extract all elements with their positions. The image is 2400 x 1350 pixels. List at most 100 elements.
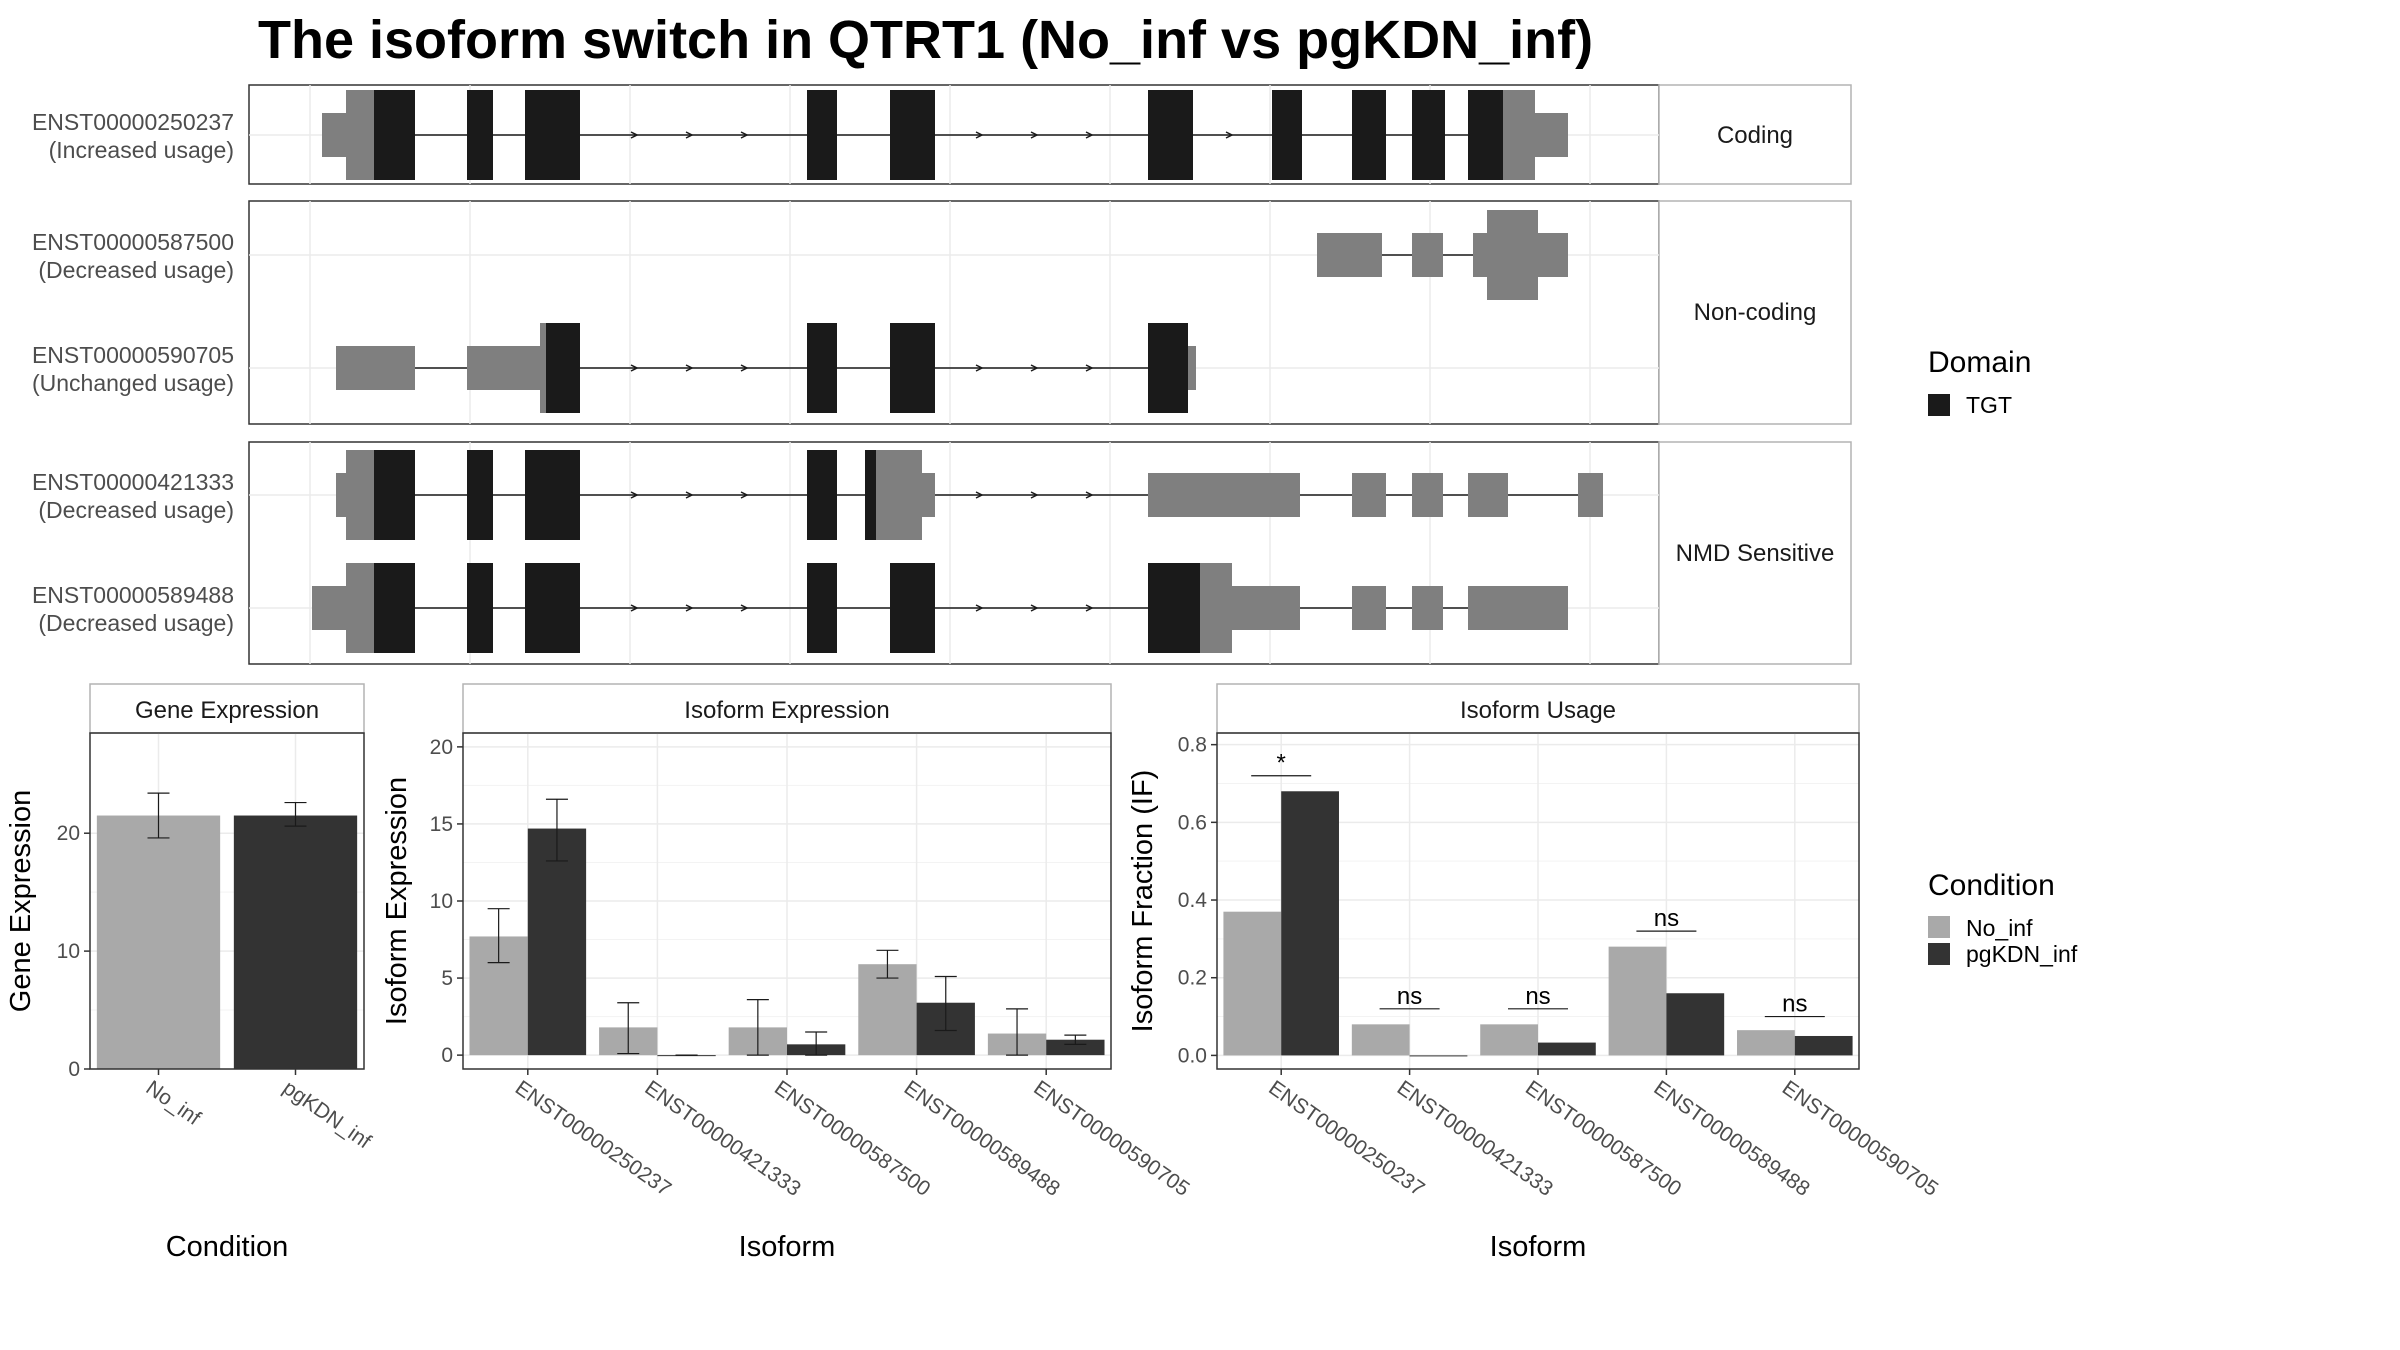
strand-arrow [630,131,639,139]
strip-label-noncoding: Non-coding [1694,299,1817,326]
y-axis-title: Isoform Expression [381,777,413,1025]
transcript-usage-label: (Decreased usage) [38,610,234,636]
utr-exon [346,90,374,180]
utr-exon [1487,210,1538,300]
cds-exon [546,323,580,413]
utr-exon [467,346,540,390]
utr-exon [1468,586,1568,630]
bar [1281,791,1339,1056]
transcript-id-label: ENST00000250237 [32,109,234,135]
bar [1666,993,1725,1056]
transcript-id-label: ENST00000590705 [32,342,234,368]
chart-strip [1216,683,1860,734]
cds-exon [890,90,935,180]
strand-arrow [685,491,694,499]
strand-arrow [1085,604,1094,612]
utr-exon [540,323,546,413]
chart-panel-2: Isoform Usage*ns nsnsns0.00.20.40.60.8ENS… [1127,683,1942,1263]
cds-exon [807,90,837,180]
utr-exon [1468,473,1508,517]
strand-arrow [1030,491,1039,499]
strand-arrow [740,604,749,612]
utr-exon [1412,473,1443,517]
y-tick-label: 15 [430,813,453,836]
cds-exon [890,323,935,413]
chart-panel-0: Gene Expression 0 10 20 No_inf pgKDN_inf Condi… [5,683,376,1263]
cds-exon [525,90,580,180]
structure-strip-coding: Coding [1658,84,1852,185]
chart-panel-1: Isoform Expression05101520ENST0000025023… [381,683,1194,1263]
y-tick-label: 0.6 [1178,811,1207,834]
y-tick-label: 0 [68,1058,80,1081]
structure-panel-nmd [248,441,1660,665]
strand-arrow [740,491,749,499]
y-axis-title: Gene Expression [5,790,37,1012]
cds-exon [374,450,415,540]
bar [1794,1035,1853,1056]
transcript-usage-label: (Decreased usage) [38,497,234,523]
condition-legend-label: No_inf [1966,915,2033,941]
condition-legend-swatch-pgkdn-inf [1928,943,1950,965]
strand-arrow [975,131,984,139]
condition-legend-title: Condition [1928,869,2055,902]
utr-exon [312,586,346,630]
utr-exon [1503,90,1535,180]
x-tick-label: pgKDN_inf [279,1076,376,1153]
transcript-usage-label: (Decreased usage) [38,257,234,283]
chart-panel-title: Gene Expression [135,697,319,724]
bar [858,964,917,1056]
utr-exon [1148,473,1300,517]
y-tick-label: 0.0 [1178,1044,1207,1067]
utr-exon [1412,233,1443,277]
structure-strip-noncoding: Non-coding [1658,200,1852,425]
y-tick-label: 0.4 [1178,889,1208,912]
strand-arrow [740,364,749,372]
strip-label-nmd: NMD Sensitive [1676,540,1835,567]
domain-legend-label: TGT [1966,392,2012,418]
cds-exon [890,563,935,653]
bar [1046,1039,1105,1056]
transcript-usage-label: (Increased usage) [49,137,234,163]
condition-legend-label: pgKDN_inf [1966,941,2078,967]
utr-exon [1188,346,1196,390]
utr-exon [1412,586,1443,630]
utr-exon [336,473,346,517]
cds-exon [525,563,580,653]
chart-border [89,732,365,1070]
y-tick-label: 10 [57,940,80,963]
transcript-usage-label: (Unchanged usage) [32,370,234,396]
strand-arrow [630,491,639,499]
transcript-structures [249,85,1659,664]
x-axis-title: Isoform [1490,1231,1587,1263]
domain-legend: Domain TGT [1928,346,2031,418]
y-tick-label: 20 [430,736,453,759]
x-tick-label: No_inf [142,1076,205,1130]
x-axis-title: Condition [166,1231,289,1263]
utr-exon [346,563,374,653]
structure-strip-nmd: NMD Sensitive [1658,441,1852,665]
bar [96,815,221,1069]
strand-arrow [975,604,984,612]
strand-arrow [685,364,694,372]
utr-exon [1535,113,1568,157]
cds-exon [467,90,493,180]
strand-arrow [1225,131,1234,139]
bar [1223,911,1282,1056]
significance-label: ns [1525,983,1550,1010]
transcript-id-label: ENST00000587500 [32,229,234,255]
domain-legend-swatch [1928,394,1950,416]
strand-arrow [630,364,639,372]
chart-strip [462,683,1112,734]
strand-arrow [1030,604,1039,612]
utr-exon [922,473,935,517]
cds-exon [1468,90,1503,180]
bar [1608,946,1667,1056]
utr-exon [1352,586,1386,630]
cds-exon [807,323,837,413]
bar-charts: Gene Expression 0 10 20 No_inf pgKDN_inf Condi… [5,683,1942,1263]
cds-exon [1272,90,1302,180]
strand-arrow [1030,364,1039,372]
strand-arrow [1030,131,1039,139]
